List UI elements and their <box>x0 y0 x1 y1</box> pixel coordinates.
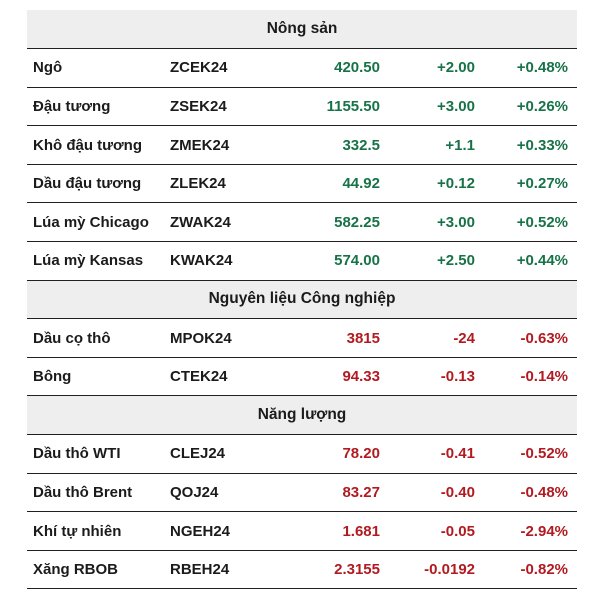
price-cell: 582.25 <box>280 202 390 243</box>
percent-change-cell: -0.82% <box>485 550 577 590</box>
commodity-row: Ngô ZCEK24 420.50 +2.00 +0.48% <box>27 48 577 88</box>
percent-change-cell: -0.52% <box>485 434 577 474</box>
price-cell: 83.27 <box>280 473 390 513</box>
percent-change-cell: +0.26% <box>485 87 577 127</box>
ticker-cell: QOJ24 <box>165 473 280 513</box>
price-cell: 78.20 <box>280 434 390 474</box>
percent-change-cell: -2.94% <box>485 511 577 551</box>
ticker-cell: MPOK24 <box>165 318 280 358</box>
ticker-cell: CLEJ24 <box>165 434 280 474</box>
section-header-row: Nguyên liệu Công nghiệp <box>27 280 577 320</box>
commodity-name-cell: Lúa mỳ Kansas <box>27 241 165 281</box>
price-cell: 332.5 <box>280 125 390 165</box>
ticker-cell: KWAK24 <box>165 241 280 281</box>
change-cell: -0.05 <box>390 511 485 551</box>
change-cell: +3.00 <box>390 202 485 243</box>
price-cell: 1.681 <box>280 511 390 551</box>
commodity-row: Dầu thô WTI CLEJ24 78.20 -0.41 -0.52% <box>27 434 577 474</box>
ticker-cell: ZLEK24 <box>165 164 280 204</box>
section-header-row: Nông sản <box>27 10 577 50</box>
commodity-row: Khí tự nhiên NGEH24 1.681 -0.05 -2.94% <box>27 511 577 551</box>
commodity-name-cell: Khí tự nhiên <box>27 511 165 551</box>
price-cell: 420.50 <box>280 48 390 88</box>
commodity-row: Lúa mỳ Chicago ZWAK24 582.25 +3.00 +0.52% <box>27 202 577 243</box>
percent-change-cell: -0.48% <box>485 473 577 513</box>
commodity-price-table: Nông sản Ngô ZCEK24 420.50 +2.00 +0.48% Đậu tư… <box>27 10 577 590</box>
percent-change-cell: +0.48% <box>485 48 577 88</box>
commodity-name-cell: Lúa mỳ Chicago <box>27 202 165 243</box>
commodity-name-cell: Dầu đậu tương <box>27 164 165 204</box>
percent-change-cell: +0.33% <box>485 125 577 165</box>
ticker-cell: RBEH24 <box>165 550 280 590</box>
percent-change-cell: -0.63% <box>485 318 577 358</box>
commodity-row: Dầu thô Brent QOJ24 83.27 -0.40 -0.48% <box>27 473 577 513</box>
change-cell: -0.41 <box>390 434 485 474</box>
percent-change-cell: +0.52% <box>485 202 577 243</box>
percent-change-cell: +0.27% <box>485 164 577 204</box>
percent-change-cell: -0.14% <box>485 357 577 397</box>
ticker-cell: NGEH24 <box>165 511 280 551</box>
change-cell: +1.1 <box>390 125 485 165</box>
change-cell: -0.13 <box>390 357 485 397</box>
price-cell: 2.3155 <box>280 550 390 590</box>
commodity-price-table-container: Nông sản Ngô ZCEK24 420.50 +2.00 +0.48% Đậu tư… <box>27 10 577 590</box>
price-cell: 574.00 <box>280 241 390 281</box>
percent-change-cell: +0.44% <box>485 241 577 281</box>
ticker-cell: ZCEK24 <box>165 48 280 88</box>
commodity-row: Xăng RBOB RBEH24 2.3155 -0.0192 -0.82% <box>27 550 577 590</box>
change-cell: -0.0192 <box>390 550 485 590</box>
change-cell: +0.12 <box>390 164 485 204</box>
ticker-cell: ZSEK24 <box>165 87 280 127</box>
commodity-name-cell: Ngô <box>27 48 165 88</box>
commodity-name-cell: Bông <box>27 357 165 397</box>
ticker-cell: ZMEK24 <box>165 125 280 165</box>
commodity-row: Dầu đậu tương ZLEK24 44.92 +0.12 +0.27% <box>27 164 577 204</box>
section-header: Nông sản <box>27 10 577 50</box>
commodity-name-cell: Khô đậu tương <box>27 125 165 165</box>
ticker-cell: ZWAK24 <box>165 202 280 243</box>
change-cell: +3.00 <box>390 87 485 127</box>
commodity-name-cell: Xăng RBOB <box>27 550 165 590</box>
ticker-cell: CTEK24 <box>165 357 280 397</box>
price-cell: 94.33 <box>280 357 390 397</box>
commodity-row: Dầu cọ thô MPOK24 3815 -24 -0.63% <box>27 318 577 358</box>
commodity-row: Đậu tương ZSEK24 1155.50 +3.00 +0.26% <box>27 87 577 127</box>
change-cell: -24 <box>390 318 485 358</box>
section-header: Năng lượng <box>27 395 577 436</box>
change-cell: +2.00 <box>390 48 485 88</box>
commodity-row: Bông CTEK24 94.33 -0.13 -0.14% <box>27 357 577 397</box>
commodity-name-cell: Dầu thô Brent <box>27 473 165 513</box>
section-header: Nguyên liệu Công nghiệp <box>27 280 577 320</box>
change-cell: -0.40 <box>390 473 485 513</box>
commodity-name-cell: Đậu tương <box>27 87 165 127</box>
commodity-row: Khô đậu tương ZMEK24 332.5 +1.1 +0.33% <box>27 125 577 165</box>
price-cell: 1155.50 <box>280 87 390 127</box>
commodity-row: Lúa mỳ Kansas KWAK24 574.00 +2.50 +0.44% <box>27 241 577 281</box>
commodity-name-cell: Dầu thô WTI <box>27 434 165 474</box>
price-cell: 3815 <box>280 318 390 358</box>
section-header-row: Năng lượng <box>27 395 577 436</box>
table-body: Nông sản Ngô ZCEK24 420.50 +2.00 +0.48% Đậu tư… <box>27 10 577 590</box>
commodity-name-cell: Dầu cọ thô <box>27 318 165 358</box>
price-cell: 44.92 <box>280 164 390 204</box>
change-cell: +2.50 <box>390 241 485 281</box>
